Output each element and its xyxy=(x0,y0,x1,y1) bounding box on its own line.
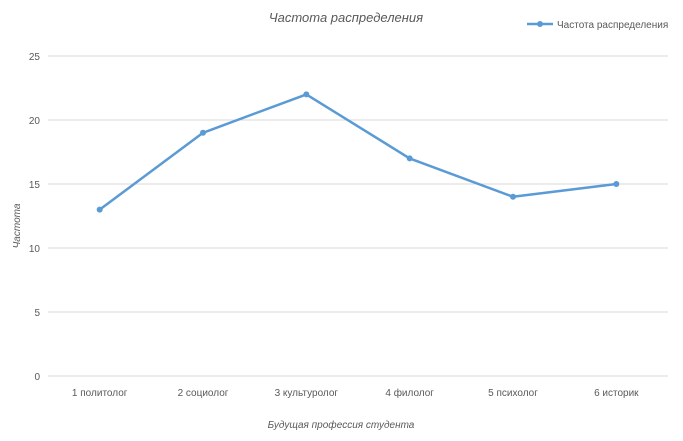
y-tick-label: 10 xyxy=(29,244,41,255)
chart-title: Частота распределения xyxy=(269,10,423,25)
legend: Частота распределения xyxy=(527,20,668,31)
y-axis-ticks: 0 5 10 15 20 25 xyxy=(29,52,41,383)
x-tick-label: 6 историк xyxy=(594,388,639,399)
x-tick-label: 4 филолог xyxy=(385,387,434,399)
y-tick-label: 15 xyxy=(29,180,41,191)
legend-point-marker xyxy=(537,21,543,27)
x-axis-title: Будущая профессия студента xyxy=(268,419,415,431)
gridlines xyxy=(48,55,668,377)
series-group xyxy=(96,91,620,213)
y-axis-title: Частота xyxy=(12,203,23,248)
data-point xyxy=(200,129,206,136)
x-tick-label: 2 социолог xyxy=(178,388,229,399)
data-point xyxy=(303,91,310,98)
x-tick-label: 1 политолог xyxy=(72,388,128,399)
x-tick-label: 3 культуролог xyxy=(275,388,339,399)
y-tick-label: 0 xyxy=(34,372,40,383)
x-tick-label: 5 психолог xyxy=(488,388,538,399)
y-tick-label: 25 xyxy=(29,52,41,63)
data-point xyxy=(510,193,516,200)
y-tick-label: 20 xyxy=(29,116,41,127)
series-line xyxy=(98,93,617,211)
legend-label: Частота распределения xyxy=(557,20,668,31)
y-tick-label: 5 xyxy=(34,308,40,319)
data-point xyxy=(613,181,620,187)
x-axis-ticks: 1 политолог 2 социолог 3 культуролог 4 фило… xyxy=(72,387,639,399)
data-point xyxy=(96,206,103,213)
data-point xyxy=(406,155,413,162)
